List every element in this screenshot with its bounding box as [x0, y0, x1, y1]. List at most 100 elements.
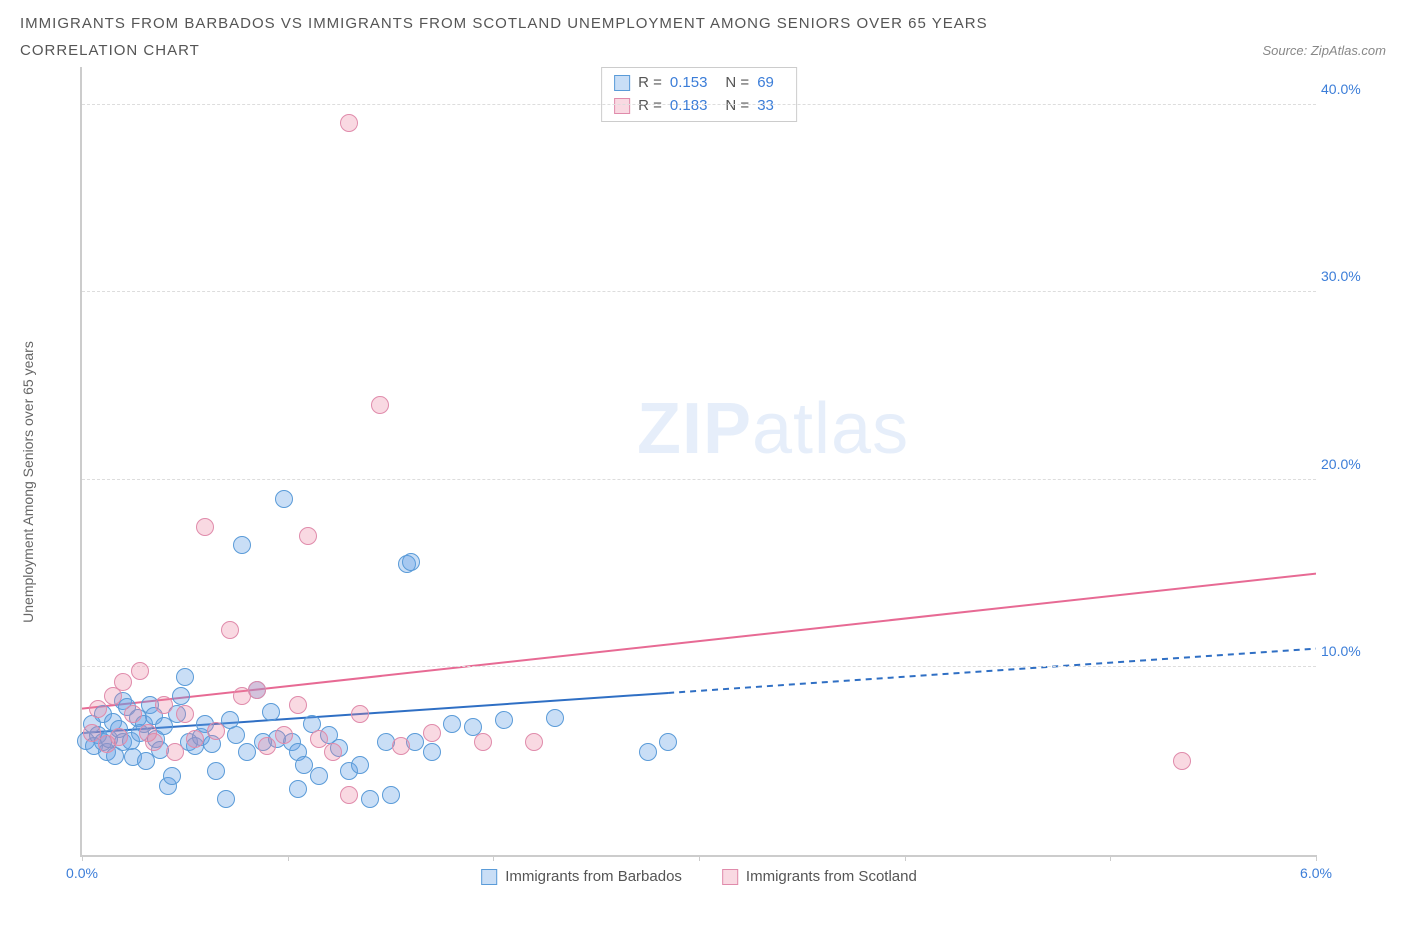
y-axis-label: Unemployment Among Seniors over 65 years: [20, 341, 36, 623]
data-point: [207, 722, 225, 740]
watermark-bold: ZIP: [637, 389, 752, 469]
legend-label-2: Immigrants from Scotland: [746, 868, 917, 885]
data-point: [371, 396, 389, 414]
data-point: [227, 726, 245, 744]
data-point: [131, 662, 149, 680]
watermark-light: atlas: [752, 389, 909, 469]
source-prefix: Source:: [1262, 43, 1310, 58]
x-tick: [288, 855, 289, 861]
data-point: [275, 726, 293, 744]
data-point: [402, 553, 420, 571]
plot-area: ZIPatlas R = 0.153 N = 69 R = 0.183 N = …: [80, 67, 1316, 857]
data-point: [474, 733, 492, 751]
data-point: [289, 780, 307, 798]
data-point: [659, 733, 677, 751]
r-label-2: R =: [638, 95, 662, 118]
source-attribution: Source: ZipAtlas.com: [1262, 43, 1386, 58]
data-point: [172, 687, 190, 705]
stats-box: R = 0.153 N = 69 R = 0.183 N = 33: [601, 67, 797, 122]
data-point: [392, 737, 410, 755]
data-point: [289, 696, 307, 714]
data-point: [196, 518, 214, 536]
data-point: [248, 681, 266, 699]
data-point: [525, 733, 543, 751]
data-point: [324, 743, 342, 761]
data-point: [351, 756, 369, 774]
x-tick-label: 6.0%: [1300, 865, 1332, 881]
r-value-2: 0.183: [670, 95, 708, 118]
legend: Immigrants from Barbados Immigrants from…: [481, 868, 917, 885]
data-point: [310, 767, 328, 785]
swatch-series-2: [614, 98, 630, 114]
data-point: [221, 621, 239, 639]
legend-item-2: Immigrants from Scotland: [722, 868, 917, 885]
data-point: [207, 762, 225, 780]
data-point: [145, 733, 163, 751]
gridline: [82, 291, 1316, 292]
n-value-1: 69: [757, 72, 774, 95]
data-point: [310, 730, 328, 748]
gridline: [82, 666, 1316, 667]
stats-row-series-1: R = 0.153 N = 69: [614, 72, 784, 95]
data-point: [423, 743, 441, 761]
swatch-series-1: [614, 75, 630, 91]
data-point: [186, 730, 204, 748]
data-point: [351, 705, 369, 723]
data-point: [423, 724, 441, 742]
x-tick: [699, 855, 700, 861]
n-label: N =: [725, 72, 749, 95]
legend-swatch-2: [722, 869, 738, 885]
x-tick-label: 0.0%: [66, 865, 98, 881]
legend-item-1: Immigrants from Barbados: [481, 868, 682, 885]
data-point: [361, 790, 379, 808]
data-point: [114, 673, 132, 691]
subtitle-row: CORRELATION CHART Source: ZipAtlas.com: [20, 42, 1386, 59]
data-point: [382, 786, 400, 804]
data-point: [495, 711, 513, 729]
data-point: [89, 700, 107, 718]
legend-label-1: Immigrants from Barbados: [505, 868, 682, 885]
y-tick-label: 20.0%: [1321, 456, 1376, 472]
data-point: [340, 114, 358, 132]
y-tick-label: 30.0%: [1321, 268, 1376, 284]
y-tick-label: 40.0%: [1321, 81, 1376, 97]
chart-subtitle: CORRELATION CHART: [20, 42, 200, 59]
watermark: ZIPatlas: [637, 388, 909, 470]
data-point: [233, 536, 251, 554]
x-tick: [1110, 855, 1111, 861]
data-point: [546, 709, 564, 727]
data-point: [262, 703, 280, 721]
chart-title: IMMIGRANTS FROM BARBADOS VS IMMIGRANTS F…: [20, 15, 1386, 32]
data-point: [238, 743, 256, 761]
data-point: [124, 705, 142, 723]
data-point: [163, 767, 181, 785]
data-point: [110, 728, 128, 746]
n-label-2: N =: [725, 95, 749, 118]
gridline: [82, 104, 1316, 105]
data-point: [258, 737, 276, 755]
data-point: [1173, 752, 1191, 770]
source-name: ZipAtlas.com: [1311, 43, 1386, 58]
stats-row-series-2: R = 0.183 N = 33: [614, 95, 784, 118]
gridline: [82, 479, 1316, 480]
data-point: [217, 790, 235, 808]
x-tick: [905, 855, 906, 861]
data-point: [176, 668, 194, 686]
chart-container: Unemployment Among Seniors over 65 years…: [20, 67, 1386, 897]
data-point: [299, 527, 317, 545]
data-point: [155, 696, 173, 714]
y-tick-label: 10.0%: [1321, 643, 1376, 659]
r-value-1: 0.153: [670, 72, 708, 95]
r-label: R =: [638, 72, 662, 95]
data-point: [340, 786, 358, 804]
n-value-2: 33: [757, 95, 774, 118]
data-point: [275, 490, 293, 508]
x-tick: [82, 855, 83, 861]
data-point: [443, 715, 461, 733]
x-tick: [1316, 855, 1317, 861]
legend-swatch-1: [481, 869, 497, 885]
data-point: [176, 705, 194, 723]
x-tick: [493, 855, 494, 861]
data-point: [639, 743, 657, 761]
data-point: [166, 743, 184, 761]
